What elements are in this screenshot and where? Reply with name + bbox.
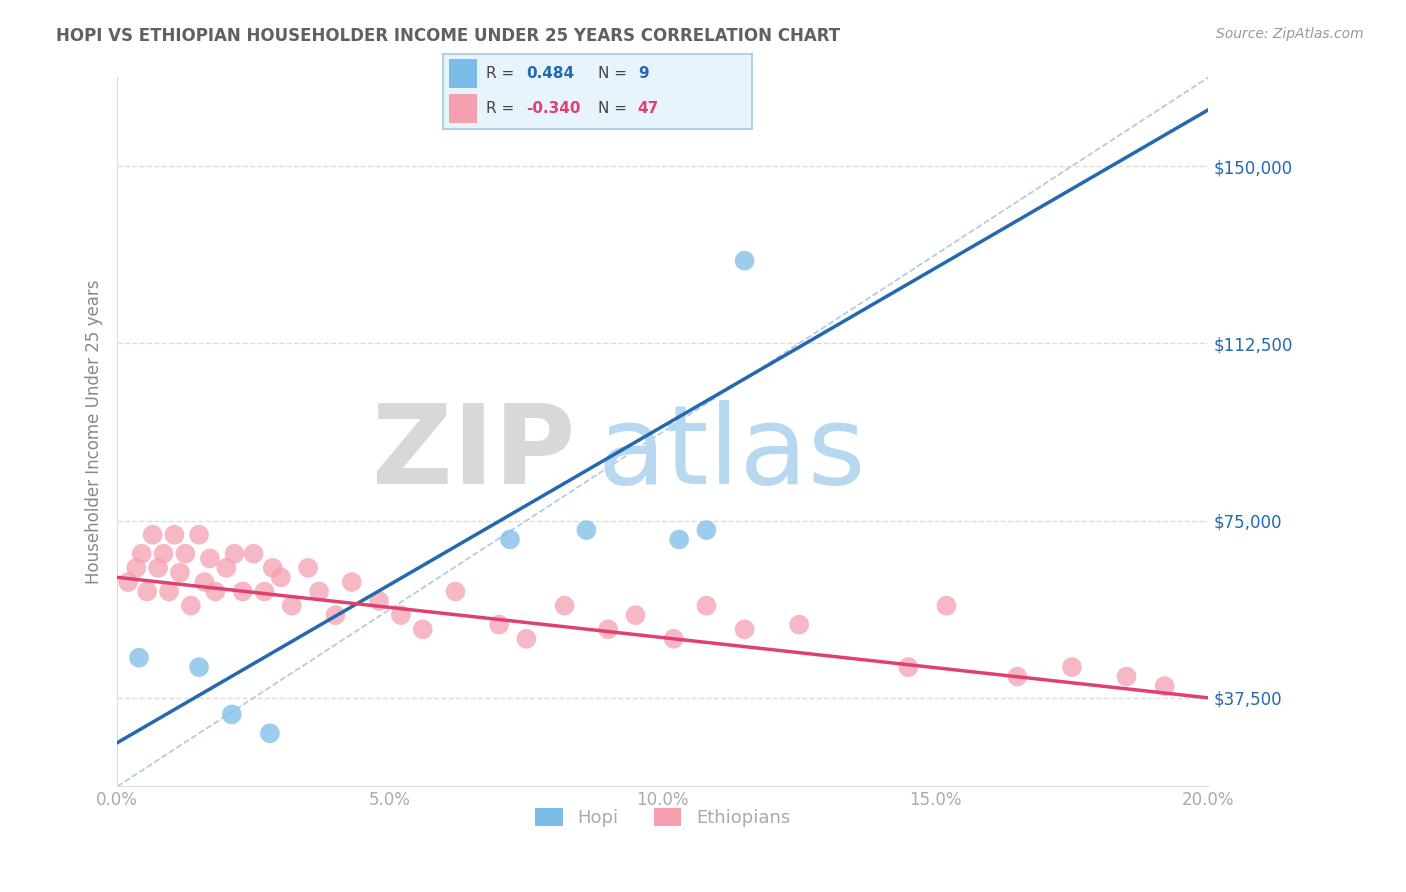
Point xyxy=(1115,669,1137,683)
Point xyxy=(224,547,246,561)
Point xyxy=(389,608,412,623)
Point xyxy=(695,599,717,613)
Bar xyxy=(449,59,477,87)
Point xyxy=(253,584,276,599)
Point xyxy=(180,599,202,613)
Point xyxy=(340,575,363,590)
Point xyxy=(734,253,756,268)
Point xyxy=(232,584,254,599)
Point xyxy=(262,561,284,575)
Point xyxy=(515,632,537,646)
Point xyxy=(624,608,647,623)
Text: 47: 47 xyxy=(638,102,659,116)
Text: 0.484: 0.484 xyxy=(526,67,575,81)
Point xyxy=(1153,679,1175,693)
Point xyxy=(136,584,159,599)
Text: R =: R = xyxy=(486,102,519,116)
Legend: Hopi, Ethiopians: Hopi, Ethiopians xyxy=(529,800,797,834)
Point xyxy=(193,575,215,590)
Text: HOPI VS ETHIOPIAN HOUSEHOLDER INCOME UNDER 25 YEARS CORRELATION CHART: HOPI VS ETHIOPIAN HOUSEHOLDER INCOME UND… xyxy=(56,27,841,45)
Point xyxy=(242,547,264,561)
Text: atlas: atlas xyxy=(598,400,866,507)
Y-axis label: Householder Income Under 25 years: Householder Income Under 25 years xyxy=(86,280,103,584)
Point xyxy=(174,547,197,561)
Point xyxy=(734,623,756,637)
Point xyxy=(1060,660,1083,674)
Point xyxy=(163,528,186,542)
Point xyxy=(598,623,620,637)
Text: R =: R = xyxy=(486,67,519,81)
Point xyxy=(188,660,211,674)
Point xyxy=(695,523,717,537)
Point xyxy=(554,599,576,613)
Point xyxy=(131,547,153,561)
Point xyxy=(152,547,174,561)
Point xyxy=(188,528,211,542)
Point xyxy=(281,599,304,613)
Text: N =: N = xyxy=(598,102,631,116)
Point xyxy=(204,584,226,599)
Point xyxy=(897,660,920,674)
Point xyxy=(368,594,391,608)
Point xyxy=(215,561,238,575)
Text: N =: N = xyxy=(598,67,631,81)
Point xyxy=(499,533,522,547)
Point xyxy=(169,566,191,580)
Point xyxy=(270,570,292,584)
Text: Source: ZipAtlas.com: Source: ZipAtlas.com xyxy=(1216,27,1364,41)
Point xyxy=(142,528,165,542)
Point xyxy=(787,617,810,632)
Text: -0.340: -0.340 xyxy=(526,102,581,116)
Point xyxy=(935,599,957,613)
Point xyxy=(297,561,319,575)
Point xyxy=(198,551,221,566)
Point xyxy=(157,584,180,599)
Point xyxy=(1007,669,1029,683)
Point xyxy=(146,561,169,575)
Point xyxy=(488,617,510,632)
Bar xyxy=(449,95,477,123)
Point xyxy=(259,726,281,740)
Point xyxy=(575,523,598,537)
Point xyxy=(325,608,347,623)
Point xyxy=(128,650,150,665)
Point xyxy=(221,707,243,722)
Text: 9: 9 xyxy=(638,67,648,81)
Point xyxy=(444,584,467,599)
Point xyxy=(117,575,139,590)
Text: ZIP: ZIP xyxy=(373,400,575,507)
Point xyxy=(308,584,330,599)
Point xyxy=(412,623,434,637)
Point xyxy=(662,632,685,646)
Point xyxy=(125,561,148,575)
Point xyxy=(668,533,690,547)
